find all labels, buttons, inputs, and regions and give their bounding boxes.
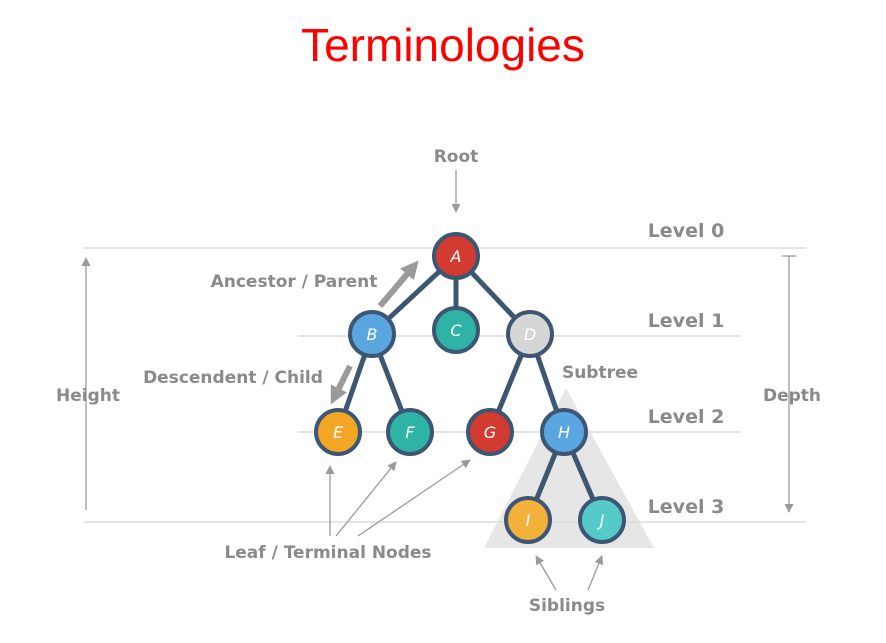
descendent-label: Descendent / Child — [143, 368, 323, 388]
node-i: I — [504, 496, 552, 544]
subtree-label: Subtree — [562, 363, 638, 383]
node-e-label: E — [333, 423, 344, 442]
node-b-circle — [348, 310, 396, 358]
node-c-label: C — [450, 321, 462, 340]
root-label: Root — [434, 147, 479, 167]
node-j-label: J — [597, 511, 605, 530]
node-f-circle — [386, 408, 434, 456]
node-h-label: H — [558, 423, 570, 442]
level-1-label: Level 1 — [648, 310, 725, 332]
depth-label: Depth — [763, 386, 821, 406]
node-g-label: G — [484, 423, 496, 442]
level-2-label: Level 2 — [648, 406, 725, 428]
page-title: Terminologies — [301, 19, 585, 71]
node-i-label: I — [526, 511, 531, 530]
node-i-circle — [504, 496, 552, 544]
node-f: F — [386, 408, 434, 456]
node-a-circle — [432, 232, 480, 280]
node-c-circle — [432, 306, 480, 354]
node-f-label: F — [405, 423, 415, 442]
node-a: A — [432, 232, 480, 280]
descendent-arrow — [330, 364, 353, 405]
node-j: J — [578, 496, 626, 544]
node-g: G — [466, 408, 514, 456]
node-d: D — [506, 310, 554, 358]
leaf-label: Leaf / Terminal Nodes — [224, 543, 431, 563]
leaf-arrows — [325, 459, 471, 537]
node-h: H — [540, 408, 588, 456]
node-e: E — [314, 408, 362, 456]
node-e-circle — [314, 408, 362, 456]
ancestor-label: Ancestor / Parent — [211, 272, 378, 292]
node-j-circle — [578, 496, 626, 544]
node-b: B — [348, 310, 396, 358]
node-d-label: D — [524, 325, 536, 344]
node-d-circle — [506, 310, 554, 358]
node-h-circle — [540, 408, 588, 456]
node-a-label: A — [450, 247, 462, 266]
node-c: C — [432, 306, 480, 354]
sibling-arrows — [535, 555, 604, 591]
level-0-label: Level 0 — [648, 220, 725, 242]
ancestor-arrow — [377, 260, 419, 308]
level-3-label: Level 3 — [648, 496, 725, 518]
height-label: Height — [56, 386, 120, 406]
node-b-label: B — [367, 325, 378, 344]
siblings-label: Siblings — [529, 596, 605, 616]
node-g-circle — [466, 408, 514, 456]
